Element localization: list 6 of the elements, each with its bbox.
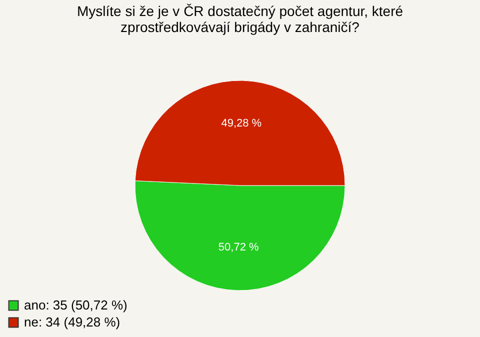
legend-label: ano: 35 (50,72 %) [24,298,128,312]
text: zprostředkovávají brigády v zahraničí? [120,19,360,35]
text: Myslíte si že je v ČR dostatečný počet agentur, které [76,3,404,19]
data-label: 49,28 % [221,118,262,130]
legend-label: ne: 34 (49,28 %) [24,314,120,330]
data-label: 50,72 % [218,241,259,254]
